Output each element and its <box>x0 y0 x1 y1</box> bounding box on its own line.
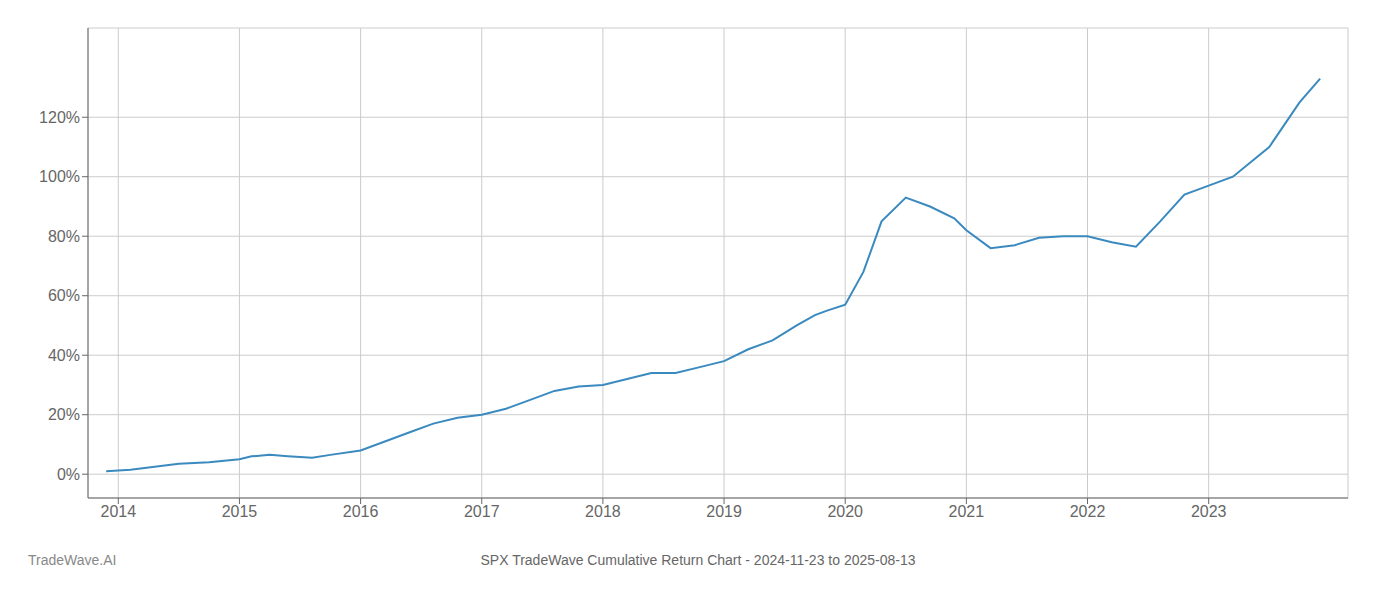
svg-text:40%: 40% <box>48 347 80 364</box>
svg-text:2020: 2020 <box>827 503 863 520</box>
svg-text:2016: 2016 <box>343 503 379 520</box>
svg-text:2019: 2019 <box>706 503 742 520</box>
svg-text:2021: 2021 <box>949 503 985 520</box>
svg-text:2014: 2014 <box>100 503 136 520</box>
html-text:SPX TradeWave Cumulative Retur: SPX TradeWave Cumulative Return Chart - … <box>480 552 916 568</box>
svg-text:2023: 2023 <box>1191 503 1227 520</box>
svg-text:2017: 2017 <box>464 503 500 520</box>
svg-text:2022: 2022 <box>1070 503 1106 520</box>
svg-text:20%: 20% <box>48 406 80 423</box>
svg-text:80%: 80% <box>48 228 80 245</box>
svg-text:2015: 2015 <box>222 503 258 520</box>
html-text:TradeWave.AI: TradeWave.AI <box>28 552 117 568</box>
svg-text:0%: 0% <box>57 466 80 483</box>
svg-text:2018: 2018 <box>585 503 621 520</box>
svg-text:120%: 120% <box>39 109 80 126</box>
svg-text:60%: 60% <box>48 287 80 304</box>
svg-text:100%: 100% <box>39 168 80 185</box>
